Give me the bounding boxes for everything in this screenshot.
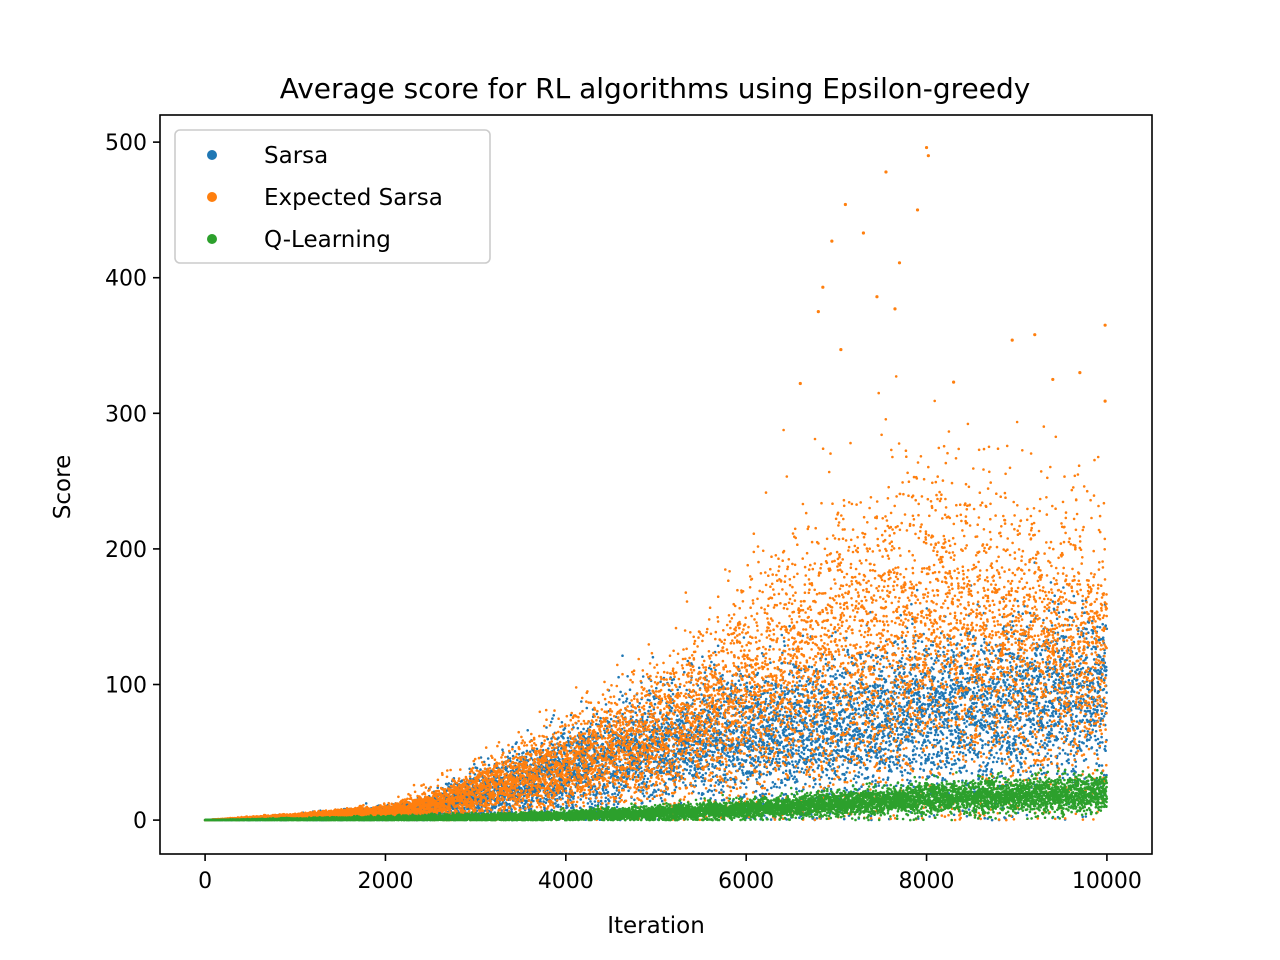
- legend-label: Expected Sarsa: [264, 185, 443, 211]
- x-axis-label: Iteration: [607, 913, 705, 939]
- outlier-point: [1033, 333, 1037, 337]
- y-tick-label: 400: [105, 267, 147, 292]
- outlier-point: [839, 347, 843, 352]
- x-tick-label: 10000: [1072, 869, 1142, 894]
- outlier-point: [1103, 323, 1107, 327]
- series-q-learning: [203, 768, 1109, 822]
- outlier-point: [893, 307, 897, 311]
- legend-marker: [207, 150, 217, 160]
- legend-label: Q-Learning: [264, 227, 391, 253]
- x-tick-label: 4000: [538, 869, 594, 894]
- outlier-point: [843, 202, 847, 207]
- y-tick-label: 0: [133, 809, 147, 834]
- x-tick-label: 6000: [718, 869, 774, 894]
- outlier-point: [1103, 399, 1107, 403]
- outlier-point: [798, 381, 802, 386]
- y-tick-label: 200: [105, 538, 147, 563]
- y-tick-label: 500: [105, 131, 147, 156]
- legend-marker: [207, 234, 217, 244]
- data-points: [203, 145, 1109, 822]
- y-tick-label: 300: [105, 402, 147, 427]
- x-tick-label: 2000: [357, 869, 413, 894]
- x-axis: 0 2000 4000 6000 8000 10000: [198, 854, 1142, 894]
- x-tick-label: 8000: [899, 869, 955, 894]
- y-axis: 0 100 200 300 400 500: [105, 131, 160, 834]
- outlier-point: [816, 310, 820, 314]
- outlier-point: [884, 170, 888, 174]
- scatter-points: [203, 768, 1109, 822]
- outlier-point: [915, 208, 920, 212]
- outlier-point: [924, 145, 929, 150]
- outlier-point: [897, 261, 902, 265]
- outlier-point: [861, 231, 866, 235]
- y-tick-label: 100: [105, 674, 147, 699]
- outlier-point: [1078, 371, 1082, 375]
- outlier-point: [926, 154, 930, 158]
- outlier-point: [830, 239, 834, 243]
- outlier-point: [1051, 377, 1055, 382]
- legend: Sarsa Expected Sarsa Q-Learning: [174, 129, 491, 264]
- outlier-point: [821, 285, 825, 289]
- x-tick-label: 0: [198, 869, 212, 894]
- outlier-point: [1010, 338, 1014, 342]
- plot-frame: [159, 114, 1153, 855]
- y-axis-label: Score: [50, 455, 76, 519]
- chart-title: Average score for RL algorithms using Ep…: [280, 72, 1031, 105]
- legend-marker: [207, 192, 217, 202]
- legend-label: Sarsa: [264, 143, 328, 169]
- outlier-point: [952, 380, 956, 384]
- legend-box: [174, 129, 491, 264]
- outlier-point: [875, 295, 879, 299]
